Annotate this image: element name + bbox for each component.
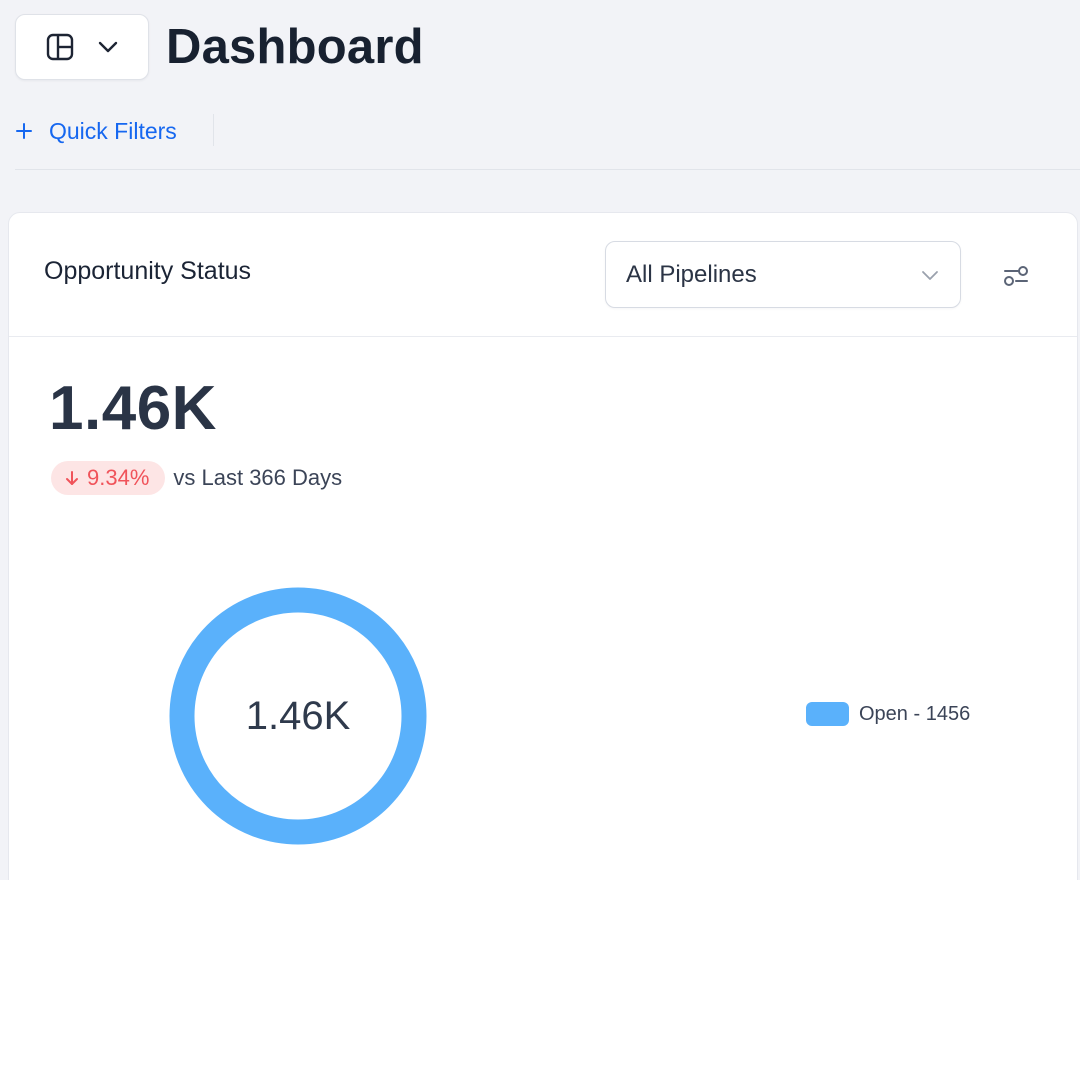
opportunity-status-card: Opportunity Status All Pipelines bbox=[8, 212, 1078, 880]
layout-switcher-button[interactable] bbox=[15, 14, 149, 80]
pipeline-select[interactable]: All Pipelines bbox=[605, 241, 961, 308]
chevron-down-icon bbox=[920, 269, 940, 281]
pipeline-select-value: All Pipelines bbox=[626, 260, 757, 288]
donut-center-label: 1.46K bbox=[245, 693, 351, 738]
quick-filters-button[interactable]: Quick Filters bbox=[15, 112, 177, 150]
card-title: Opportunity Status bbox=[44, 257, 252, 285]
chevron-down-icon bbox=[97, 40, 119, 54]
card-header: Opportunity Status All Pipelines bbox=[9, 213, 1077, 337]
legend-label-open: Open - 1456 bbox=[859, 702, 971, 725]
delta-row: 9.34% vs Last 366 Days bbox=[51, 461, 342, 495]
plus-icon bbox=[15, 122, 33, 140]
header-divider bbox=[15, 169, 1080, 170]
delta-badge: 9.34% bbox=[51, 461, 166, 495]
legend-swatch-open bbox=[806, 702, 849, 726]
donut-chart bbox=[169, 587, 427, 845]
chart-settings-button[interactable] bbox=[999, 261, 1033, 291]
layout-panels-icon bbox=[45, 32, 75, 62]
donut-slice-open[interactable] bbox=[169, 587, 427, 845]
delta-comparison-label: vs Last 366 Days bbox=[173, 465, 343, 490]
chart-legend: Open - 1456 bbox=[806, 702, 970, 726]
delta-value: 9.34% bbox=[87, 465, 150, 490]
quick-filters-divider bbox=[213, 114, 214, 146]
total-value: 1.46K bbox=[49, 374, 217, 443]
sliders-icon bbox=[999, 261, 1033, 291]
quick-filters-label: Quick Filters bbox=[49, 117, 177, 144]
arrow-down-icon bbox=[65, 470, 79, 486]
page-title: Dashboard bbox=[166, 20, 424, 74]
app: Dashboard Quick Filters Opportunity Stat… bbox=[0, 0, 1080, 880]
